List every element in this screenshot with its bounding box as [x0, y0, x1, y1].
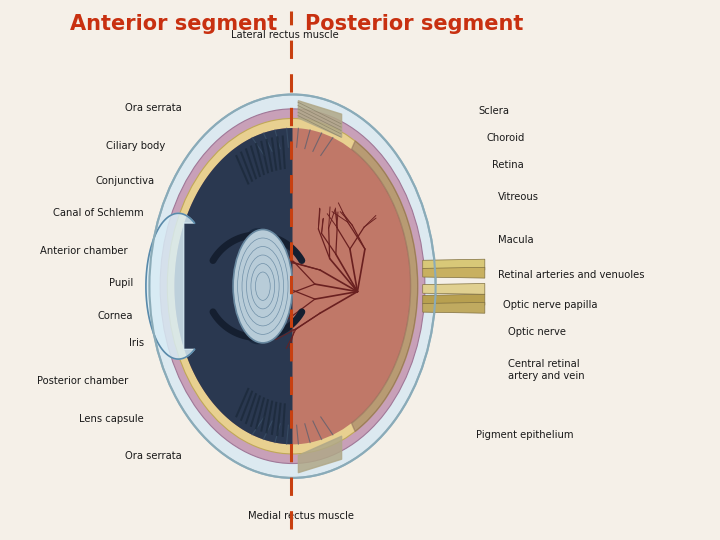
Text: Posterior chamber: Posterior chamber [37, 376, 128, 386]
Polygon shape [174, 128, 292, 444]
Text: Lateral rectus muscle: Lateral rectus muscle [230, 30, 338, 40]
Polygon shape [351, 141, 418, 431]
Ellipse shape [174, 128, 410, 444]
Ellipse shape [150, 94, 436, 478]
Text: Cornea: Cornea [98, 311, 133, 321]
Text: Optic nerve: Optic nerve [508, 327, 567, 337]
Ellipse shape [246, 325, 268, 345]
Polygon shape [423, 302, 485, 313]
Text: Sclera: Sclera [479, 106, 510, 116]
Text: Vitreous: Vitreous [498, 192, 539, 202]
Text: Choroid: Choroid [487, 133, 526, 143]
Text: Retina: Retina [492, 160, 524, 170]
Ellipse shape [167, 118, 418, 454]
Text: Conjunctiva: Conjunctiva [96, 176, 155, 186]
Text: Iris: Iris [129, 338, 144, 348]
Text: Medial rectus muscle: Medial rectus muscle [248, 511, 354, 521]
Text: Anterior segment: Anterior segment [70, 14, 277, 33]
Ellipse shape [233, 230, 292, 343]
Text: Lens: Lens [220, 279, 246, 288]
Ellipse shape [246, 312, 268, 330]
Text: Anterior chamber: Anterior chamber [40, 246, 128, 256]
Text: Pupil: Pupil [109, 279, 133, 288]
Ellipse shape [246, 228, 268, 247]
Text: Ora serrata: Ora serrata [125, 103, 181, 113]
Ellipse shape [246, 242, 268, 261]
Text: Pigment epithelium: Pigment epithelium [476, 430, 574, 440]
Text: Lens capsule: Lens capsule [79, 414, 144, 423]
Text: Macula: Macula [498, 235, 534, 245]
Text: Retinal arteries and venuoles: Retinal arteries and venuoles [498, 271, 644, 280]
Text: Ciliary body: Ciliary body [107, 141, 166, 151]
Polygon shape [146, 213, 194, 359]
Polygon shape [423, 284, 485, 294]
Polygon shape [423, 294, 485, 305]
Text: Posterior segment: Posterior segment [305, 14, 523, 33]
Text: Canal of Schlemm: Canal of Schlemm [53, 208, 144, 218]
Text: Ora serrata: Ora serrata [125, 451, 181, 461]
Polygon shape [423, 267, 485, 278]
Ellipse shape [160, 109, 425, 463]
Text: Central retinal
artery and vein: Central retinal artery and vein [508, 359, 585, 381]
Polygon shape [423, 259, 485, 270]
Text: Optic nerve papilla: Optic nerve papilla [503, 300, 598, 310]
